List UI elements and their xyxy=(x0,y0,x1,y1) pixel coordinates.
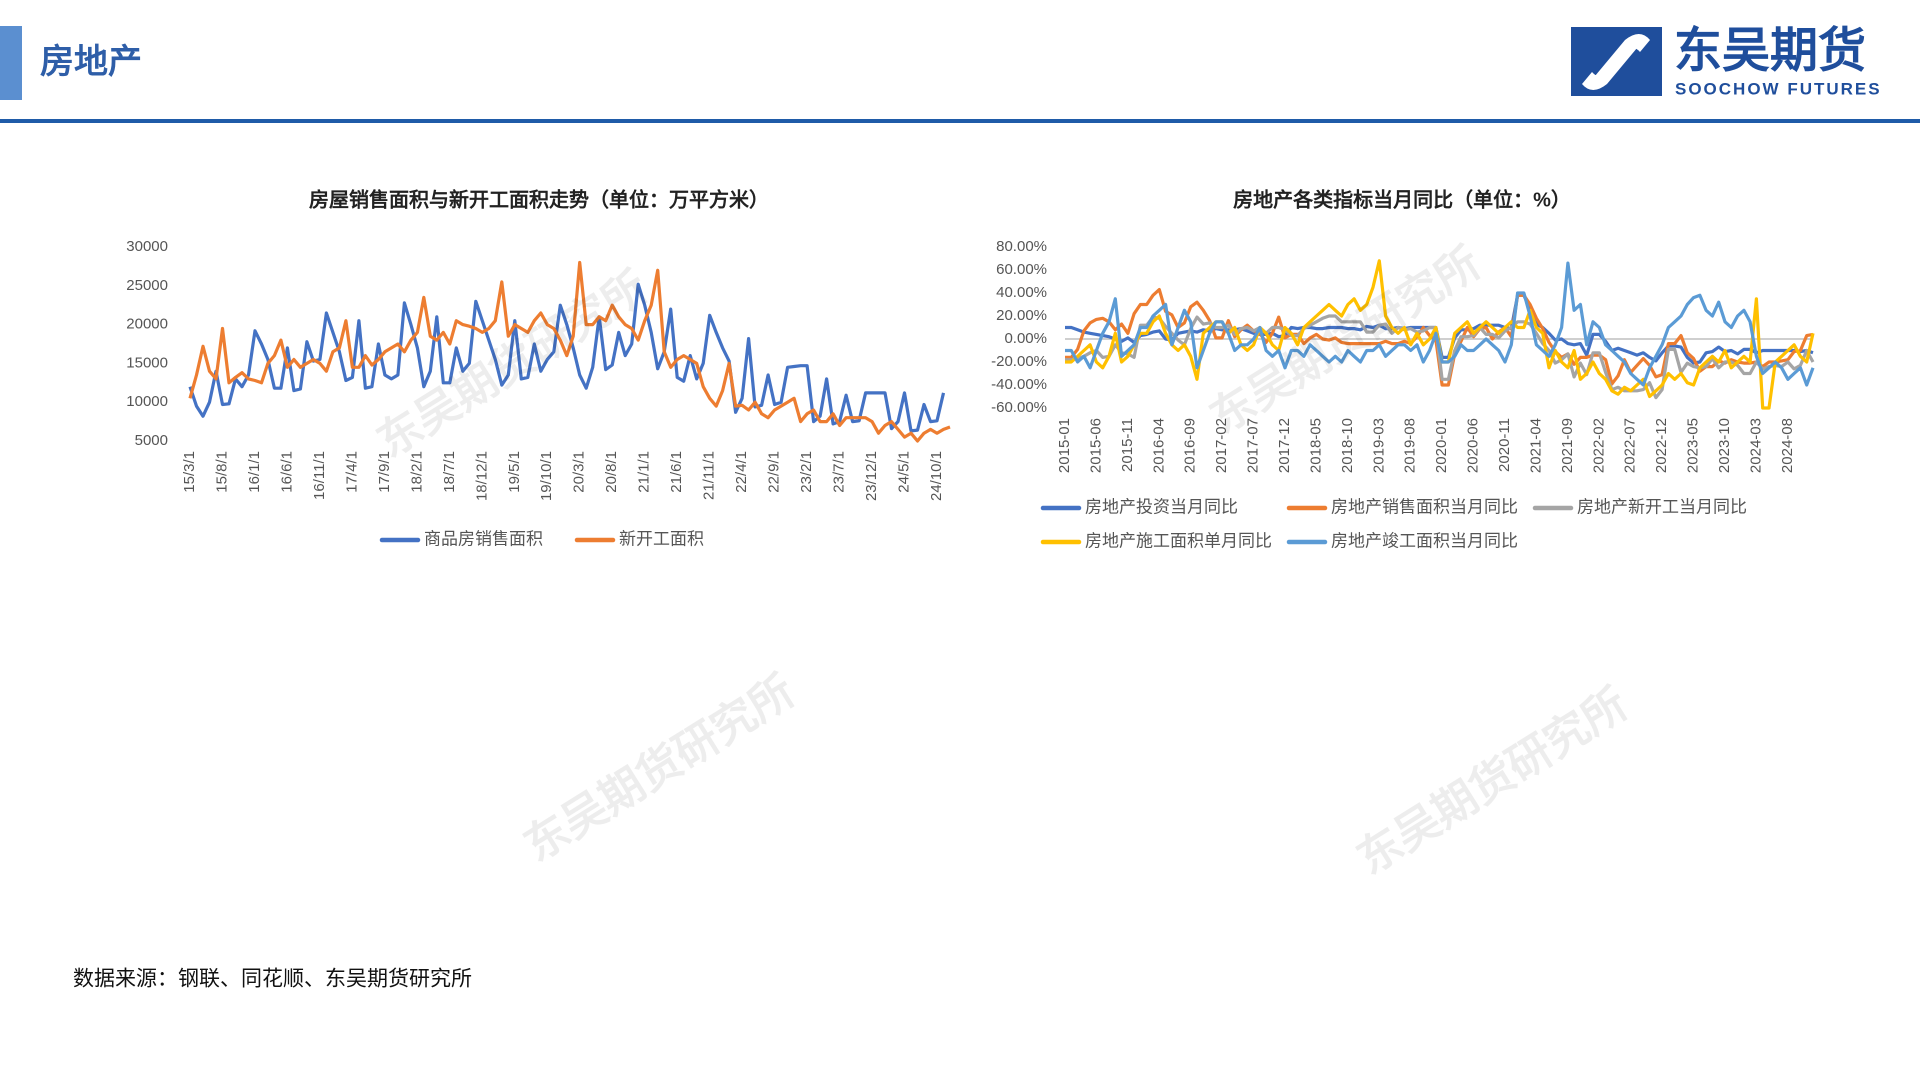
x-tick-label: 23/12/1 xyxy=(863,451,880,501)
x-tick-label: 2018-05 xyxy=(1307,418,1324,473)
watermark: 东吴期货研究所 xyxy=(516,666,803,871)
legend-label: 房地产投资当月同比 xyxy=(1085,497,1238,516)
x-tick-label: 2021-04 xyxy=(1527,418,1544,473)
legend-label: 房地产销售面积当月同比 xyxy=(1331,497,1518,516)
y-tick-label: 60.00% xyxy=(996,261,1047,278)
logo-mark xyxy=(1582,34,1650,90)
x-tick-label: 2020-06 xyxy=(1465,418,1482,473)
series-line xyxy=(1065,261,1815,387)
x-tick-label: 2015-06 xyxy=(1087,418,1104,473)
y-tick-label: 10000 xyxy=(126,393,168,410)
header-accent xyxy=(0,26,22,100)
x-tick-label: 2017-02 xyxy=(1213,418,1230,473)
chart-title: 房地产各类指标当月同比（单位：%） xyxy=(1233,187,1571,211)
x-tick-label: 22/9/1 xyxy=(766,451,783,493)
header-rule xyxy=(0,119,1920,123)
x-tick-label: 18/12/1 xyxy=(473,451,490,501)
legend-label: 房地产竣工面积当月同比 xyxy=(1331,531,1518,550)
logo: 东吴期货 SOOCHOW FUTURES xyxy=(1571,25,1882,98)
x-tick-label: 17/9/1 xyxy=(376,451,393,493)
x-tick-label: 19/10/1 xyxy=(538,451,555,501)
x-tick-label: 2024-08 xyxy=(1779,418,1796,473)
y-tick-label: 20000 xyxy=(126,316,168,333)
legend-label: 商品房销售面积 xyxy=(424,529,543,548)
x-tick-label: 2022-07 xyxy=(1622,418,1639,473)
x-tick-label: 2018-10 xyxy=(1339,418,1356,473)
x-tick-label: 21/6/1 xyxy=(668,451,685,493)
x-tick-label: 2015-11 xyxy=(1119,418,1136,472)
page-title: 房地产 xyxy=(40,43,142,81)
y-tick-label: 40.00% xyxy=(996,284,1047,301)
x-tick-label: 2024-03 xyxy=(1747,418,1764,473)
x-tick-label: 15/3/1 xyxy=(181,451,198,493)
x-tick-label: 2019-08 xyxy=(1402,418,1419,473)
logo-en: SOOCHOW FUTURES xyxy=(1675,79,1882,98)
x-tick-label: 2020-01 xyxy=(1433,418,1450,473)
y-tick-label: 0.00% xyxy=(1004,330,1047,347)
legend-label: 新开工面积 xyxy=(619,529,704,548)
x-tick-label: 24/10/1 xyxy=(928,451,945,501)
x-tick-label: 18/7/1 xyxy=(441,451,458,493)
x-tick-label: 16/1/1 xyxy=(246,451,263,493)
x-tick-label: 19/5/1 xyxy=(506,451,523,493)
x-tick-label: 2017-12 xyxy=(1276,418,1293,473)
x-tick-label: 2015-01 xyxy=(1056,418,1073,473)
x-tick-label: 21/1/1 xyxy=(636,451,653,493)
y-tick-label: 5000 xyxy=(135,432,168,449)
x-tick-label: 16/6/1 xyxy=(278,451,295,493)
x-tick-label: 17/4/1 xyxy=(343,451,360,493)
watermark: 东吴期货研究所 xyxy=(1349,679,1636,884)
x-tick-label: 24/5/1 xyxy=(895,451,912,493)
logo-cn: 东吴期货 xyxy=(1674,25,1866,78)
x-tick-label: 20/8/1 xyxy=(603,451,620,493)
y-tick-label: 25000 xyxy=(126,277,168,294)
x-tick-label: 2017-07 xyxy=(1245,418,1262,473)
x-tick-label: 20/3/1 xyxy=(571,451,588,493)
x-tick-label: 15/8/1 xyxy=(213,451,230,493)
x-tick-label: 23/2/1 xyxy=(798,451,815,493)
y-tick-label: 20.00% xyxy=(996,307,1047,324)
x-tick-label: 21/11/1 xyxy=(701,451,718,500)
x-tick-label: 2016-09 xyxy=(1182,418,1199,473)
y-tick-label: 80.00% xyxy=(996,238,1047,255)
y-tick-label: -60.00% xyxy=(991,399,1047,416)
x-tick-label: 2022-12 xyxy=(1653,418,1670,473)
y-tick-label: 15000 xyxy=(126,354,168,371)
x-tick-label: 2021-09 xyxy=(1559,418,1576,473)
x-tick-label: 2020-11 xyxy=(1496,418,1513,472)
watermark: 东吴期货研究所 xyxy=(1202,238,1489,443)
x-tick-label: 2016-04 xyxy=(1150,418,1167,473)
legend-label: 房地产新开工当月同比 xyxy=(1577,497,1747,516)
source-note: 数据来源：钢联、同花顺、东吴期货研究所 xyxy=(73,968,472,991)
y-tick-label: 30000 xyxy=(126,238,168,255)
x-tick-label: 2022-02 xyxy=(1590,418,1607,473)
x-tick-label: 22/4/1 xyxy=(733,451,750,493)
chart-title: 房屋销售面积与新开工面积走势（单位：万平方米） xyxy=(309,187,769,211)
x-tick-label: 2019-03 xyxy=(1370,418,1387,473)
x-tick-label: 18/2/1 xyxy=(408,451,425,493)
y-tick-label: -40.00% xyxy=(991,376,1047,393)
x-tick-label: 2023-10 xyxy=(1716,418,1733,473)
x-tick-label: 23/7/1 xyxy=(831,451,848,493)
y-tick-label: -20.00% xyxy=(991,353,1047,370)
legend-label: 房地产施工面积单月同比 xyxy=(1085,531,1272,550)
x-tick-label: 16/11/1 xyxy=(311,451,328,500)
series-line xyxy=(188,260,951,443)
x-tick-label: 2023-05 xyxy=(1685,418,1702,473)
